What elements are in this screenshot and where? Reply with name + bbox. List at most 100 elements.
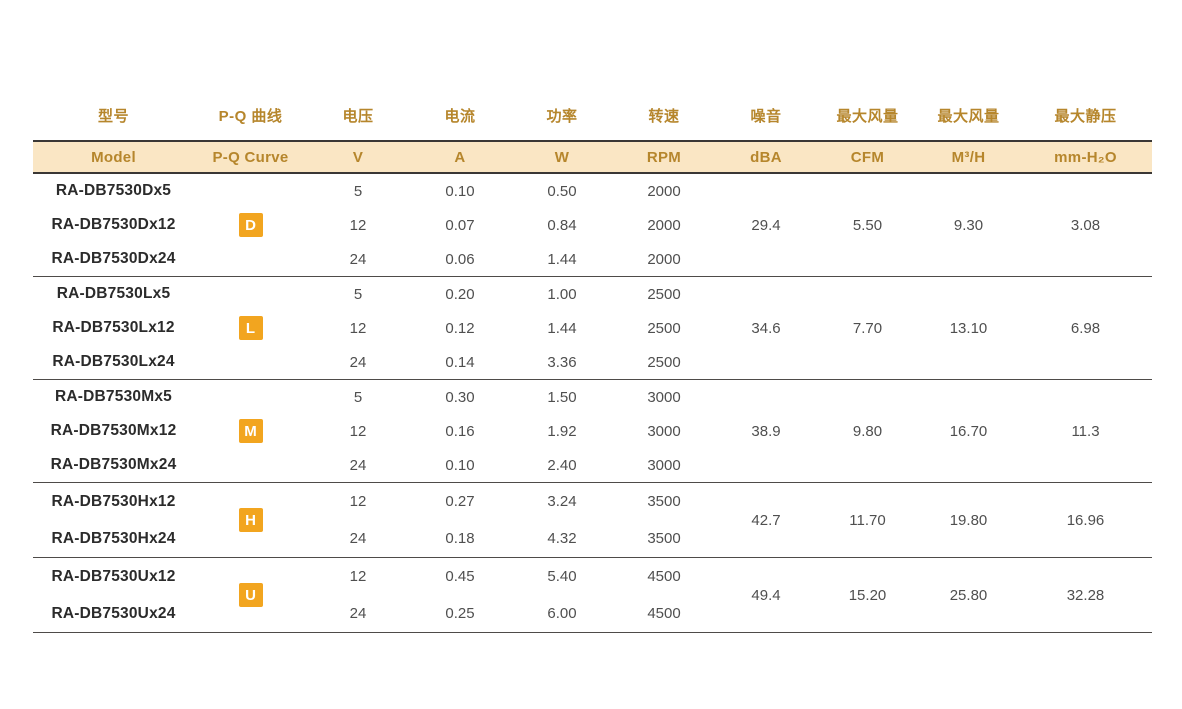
noise-cell: 49.4 [715, 557, 817, 633]
power-cell: 1.00 [547, 285, 577, 303]
table-row: RA-DB7530Dx5 D 5 0.10 0.50 2000 29.4 5.50 9.30 3.… [33, 173, 1152, 277]
power-cell: 5.40 [547, 568, 577, 585]
max-airflow-m3h-cell: 19.80 [918, 482, 1019, 558]
header-row-unit: Model P-Q Curve V A W RPM dBA CFM M³/H mm-H₂O [33, 140, 1152, 174]
max-static-pressure-cell: 6.98 [1019, 276, 1152, 380]
voltage-cell: 12 [349, 422, 367, 440]
table-row: RA-DB7530Hx24 24 0.18 4.32 3500 [33, 520, 1152, 558]
rpm-cell: 3000 [613, 448, 715, 483]
column-header-zh-model: 型号 [33, 64, 194, 141]
rpm-cell: 2000 [613, 242, 715, 277]
current-cell: 0.25 [409, 595, 511, 633]
model-cell: RA-DB7530Lx12 [52, 319, 175, 336]
max-static-pressure-cell: 16.96 [1019, 482, 1152, 558]
power-cell: 0.50 [547, 182, 577, 200]
column-header-unit-model: Model [33, 140, 194, 174]
header-row-zh: 型号 P-Q 曲线 电压 电流 功率 转速 噪音 最大风量 最大风量 最大静压 [33, 64, 1152, 141]
current-cell: 0.16 [445, 422, 475, 440]
column-header-zh-m3h: 最大风量 [918, 64, 1019, 141]
power-cell: 3.24 [547, 493, 577, 510]
column-header-zh-static_pressure: 最大静压 [1019, 64, 1152, 141]
table-row: RA-DB7530Lx24 24 0.14 3.36 2500 [33, 345, 1152, 380]
model-cell: RA-DB7530Dx12 [51, 216, 176, 233]
pq-curve-badge: M [238, 419, 263, 443]
table-row: RA-DB7530Lx5 L 5 0.20 1.00 2500 34.6 7.70 13.10 6… [33, 276, 1152, 380]
model-cell: RA-DB7530Mx24 [33, 448, 194, 483]
current-cell: 0.20 [445, 285, 475, 303]
voltage-cell: 12 [349, 568, 367, 585]
max-airflow-m3h-cell: 9.30 [918, 173, 1019, 277]
rpm-cell: 2000 [647, 182, 681, 200]
voltage-cell: 24 [307, 520, 409, 558]
model-cell: RA-DB7530Lx5 [56, 285, 171, 302]
column-header-unit-rpm: RPM [613, 140, 715, 174]
table-row: RA-DB7530Mx12 12 0.16 1.92 3000 [33, 414, 1152, 448]
power-cell: 1.44 [511, 242, 613, 277]
voltage-cell: 5 [353, 388, 363, 406]
voltage-cell: 24 [307, 242, 409, 277]
pq-curve-badge: U [238, 583, 263, 607]
column-header-zh-rpm: 转速 [613, 64, 715, 141]
power-cell: 1.92 [547, 422, 577, 440]
rpm-cell: 3000 [647, 422, 681, 440]
voltage-cell: 24 [307, 345, 409, 380]
model-cell: RA-DB7530Hx12 [51, 492, 176, 510]
noise-cell: 38.9 [715, 379, 817, 483]
column-header-unit-cfm: CFM [817, 140, 918, 174]
max-static-pressure-cell: 3.08 [1019, 173, 1152, 277]
rpm-cell: 3500 [647, 493, 681, 510]
rpm-cell: 2500 [647, 285, 681, 303]
table-row: RA-DB7530Hx12 H 12 0.27 3.24 3500 42.7 11.70 19.… [33, 482, 1152, 558]
max-airflow-cfm-cell: 15.20 [817, 557, 918, 633]
current-cell: 0.12 [445, 319, 475, 337]
table-row: RA-DB7530Ux24 24 0.25 6.00 4500 [33, 595, 1152, 633]
power-cell: 3.36 [511, 345, 613, 380]
max-static-pressure-cell: 32.28 [1019, 557, 1152, 633]
spec-table-head: 型号 P-Q 曲线 电压 电流 功率 转速 噪音 最大风量 最大风量 最大静压 Model P-Q … [33, 64, 1152, 174]
current-cell: 0.27 [445, 493, 475, 510]
voltage-cell: 5 [353, 182, 363, 200]
voltage-cell: 5 [353, 285, 363, 303]
power-cell: 1.44 [547, 319, 577, 337]
table-row: RA-DB7530Mx24 24 0.10 2.40 3000 [33, 448, 1152, 483]
model-cell: RA-DB7530Hx24 [33, 520, 194, 558]
pq-curve-badge: H [238, 508, 263, 532]
max-airflow-cfm-cell: 11.70 [817, 482, 918, 558]
rpm-cell: 2000 [647, 216, 681, 234]
current-cell: 0.06 [409, 242, 511, 277]
current-cell: 0.45 [445, 568, 475, 585]
column-header-zh-voltage: 电压 [307, 64, 409, 141]
pq-curve-cell: L [194, 276, 307, 380]
column-header-zh-pq_curve: P-Q 曲线 [194, 64, 307, 141]
current-cell: 0.10 [445, 182, 475, 200]
current-cell: 0.30 [445, 388, 475, 406]
power-cell: 6.00 [511, 595, 613, 633]
current-cell: 0.14 [409, 345, 511, 380]
power-cell: 1.50 [547, 388, 577, 406]
pq-curve-cell: M [194, 379, 307, 483]
pq-curve-cell: H [194, 482, 307, 558]
pq-curve-badge: L [238, 316, 263, 340]
column-header-unit-voltage: V [307, 140, 409, 174]
column-header-unit-static_pressure: mm-H₂O [1019, 140, 1152, 174]
model-cell: RA-DB7530Ux12 [51, 567, 176, 585]
column-header-unit-noise: dBA [715, 140, 817, 174]
voltage-cell: 12 [349, 216, 367, 234]
max-static-pressure-cell: 11.3 [1019, 379, 1152, 483]
column-header-unit-power: W [511, 140, 613, 174]
model-cell: RA-DB7530Dx24 [33, 242, 194, 277]
rpm-cell: 2500 [613, 345, 715, 380]
voltage-cell: 24 [307, 448, 409, 483]
column-header-zh-power: 功率 [511, 64, 613, 141]
current-cell: 0.07 [445, 216, 475, 234]
column-header-zh-noise: 噪音 [715, 64, 817, 141]
column-header-unit-m3h: M³/H [918, 140, 1019, 174]
model-cell: RA-DB7530Ux24 [33, 595, 194, 633]
max-airflow-m3h-cell: 13.10 [918, 276, 1019, 380]
model-cell: RA-DB7530Lx24 [33, 345, 194, 380]
pq-curve-badge: D [238, 213, 263, 237]
pq-curve-cell: D [194, 173, 307, 277]
table-row: RA-DB7530Mx5 M 5 0.30 1.50 3000 38.9 9.80 16.70 1… [33, 379, 1152, 483]
max-airflow-cfm-cell: 9.80 [817, 379, 918, 483]
